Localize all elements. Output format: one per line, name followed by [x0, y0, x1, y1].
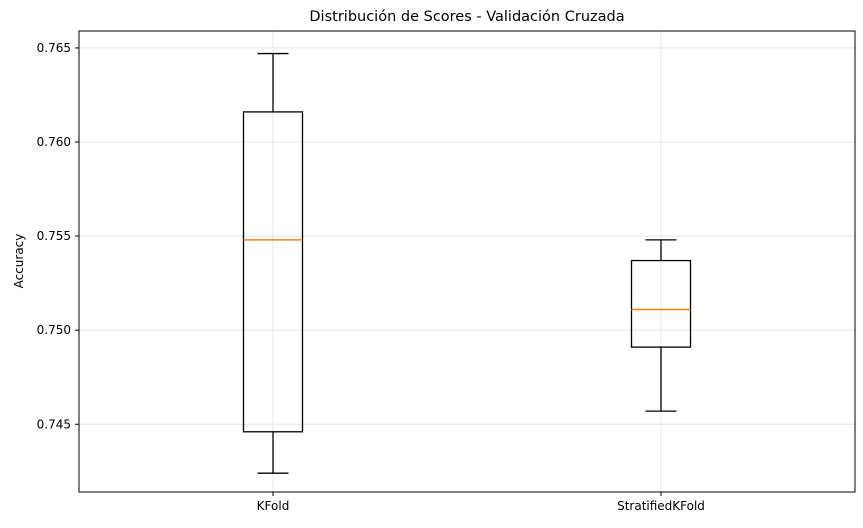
y-tick-label: 0.760 [37, 135, 71, 149]
y-tick-label: 0.765 [37, 41, 71, 55]
y-tick-label: 0.755 [37, 229, 71, 243]
x-tick-label: StratifiedKFold [617, 499, 705, 513]
axes-frame [78, 30, 856, 493]
box-stratifiedkfold [630, 259, 692, 348]
y-tick-label: 0.750 [37, 323, 71, 337]
box-kfold [242, 111, 304, 433]
chart-title: Distribución de Scores - Validación Cruz… [309, 9, 625, 25]
y-tick-label: 0.745 [37, 417, 71, 431]
x-tick-label: KFold [257, 499, 290, 513]
